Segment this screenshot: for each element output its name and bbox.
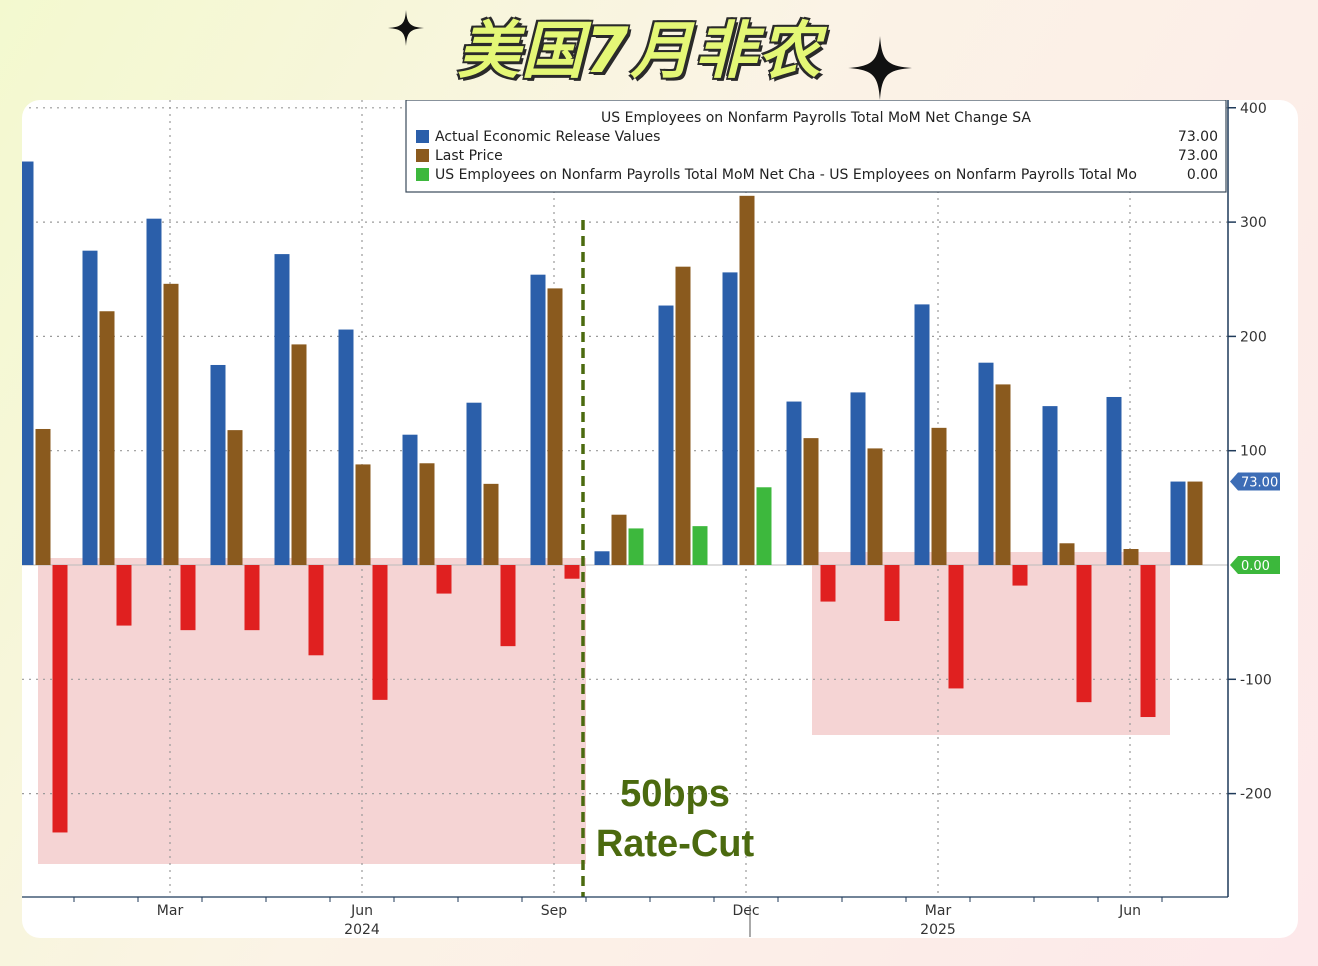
bar [786,401,802,565]
y-tick-label: 200 [1240,329,1267,345]
y-tick-label: 100 [1240,444,1267,460]
bar [530,274,546,565]
legend-value: 73.00 [1178,148,1218,164]
bar [1012,565,1028,586]
bar [1059,543,1075,565]
sparkle-icon [848,36,912,100]
x-tick-label: Dec [732,903,759,919]
sparkle-icon [388,10,424,46]
bar [116,565,132,626]
bar [52,565,68,833]
x-tick-label: Sep [541,903,568,919]
x-tick-label: Mar [925,903,952,919]
chart-title: US Employees on Nonfarm Payrolls Total M… [601,110,1031,126]
bar [850,392,866,565]
chart-card: 50bps Rate-Cut 400 300 200 100 -100 -200 73.00 0.… [22,100,1298,938]
bar [82,250,98,566]
bar [436,565,452,594]
bar [803,438,819,565]
value-tag [1230,556,1280,574]
y-tick-label: -200 [1240,787,1272,803]
legend-swatch [416,149,429,162]
bar [884,565,900,622]
legend-value: 73.00 [1178,129,1218,145]
bar [931,427,947,565]
bar [146,218,162,565]
x-tick-label: Mar [157,903,184,919]
bar [914,304,930,565]
bar [564,565,580,579]
bar [611,514,627,565]
bar [995,384,1011,565]
year-label: 2025 [920,922,956,938]
annotation-label: Rate-Cut [596,823,755,865]
bar [867,448,883,565]
bar [99,311,115,565]
y-tick-label: 400 [1240,101,1267,117]
bar [402,434,418,565]
bar [210,364,226,565]
bar [739,195,755,565]
bar [1123,548,1139,565]
legend-swatch [416,130,429,143]
bar [692,526,708,565]
value-tag-label: 0.00 [1241,559,1270,574]
bar [628,528,644,565]
bar [675,266,691,565]
bar [722,272,738,565]
y-tick-label: -100 [1240,672,1272,688]
x-tick-label: Jun [350,903,373,919]
bar [483,483,499,565]
bar [338,329,354,565]
bar [22,161,34,565]
bar [1042,406,1058,565]
bar [419,463,435,565]
bar [372,565,388,700]
annotation-label: 50bps [620,773,730,815]
bar [658,305,674,565]
bar [355,464,371,565]
bar [1170,481,1186,565]
bar [547,288,563,565]
year-label: 2024 [344,922,380,938]
value-tag-label: 73.00 [1241,476,1278,491]
shaded-region [812,552,1170,735]
bar [1140,565,1156,718]
legend-label: US Employees on Nonfarm Payrolls Total M… [435,167,1137,183]
bar [1106,396,1122,565]
bar [35,428,51,565]
bar [466,402,482,565]
bar [163,283,179,565]
bar [594,551,610,565]
legend-label: Last Price [435,148,503,164]
bar [978,362,994,565]
bar [500,565,516,647]
bar [180,565,196,631]
x-tick-label: Jun [1118,903,1141,919]
legend-label: Actual Economic Release Values [435,129,660,145]
bar [227,430,243,565]
bar [244,565,260,631]
bar [1076,565,1092,703]
bar [948,565,964,689]
bar [1187,481,1203,565]
bar [308,565,324,656]
bar [274,254,290,565]
legend: US Employees on Nonfarm Payrolls Total M… [405,100,1227,193]
y-tick-label: 300 [1240,215,1267,231]
value-tag [1230,472,1280,491]
legend-swatch [416,168,429,181]
bar [291,344,307,565]
bar [820,565,836,602]
bar [756,487,772,565]
page-title: 美国7月非农 [457,14,823,87]
legend-value: 0.00 [1187,167,1218,183]
payrolls-chart: 50bps Rate-Cut 400 300 200 100 -100 -200 73.00 0.… [22,100,1280,938]
legend-box [405,100,1227,193]
